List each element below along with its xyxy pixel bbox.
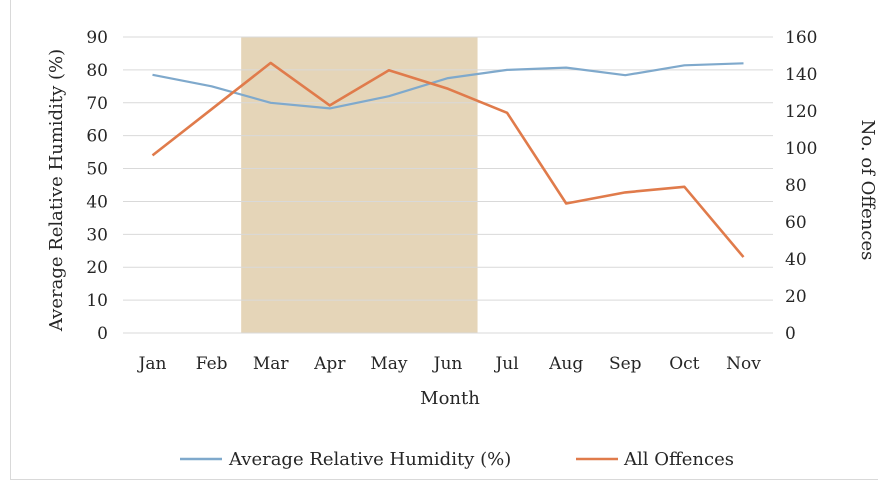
x-tick-label: Jul <box>493 354 518 374</box>
x-tick-label: Feb <box>196 354 228 374</box>
right-tick-label: 20 <box>785 287 807 307</box>
left-tick-label: 80 <box>86 61 108 81</box>
highlight-region-layer <box>241 37 478 333</box>
series-lines <box>151 61 745 258</box>
x-tick-label: Aug <box>548 354 583 374</box>
left-tick-label: 60 <box>86 127 108 147</box>
left-axis-title: Average Relative Humidity (%) <box>46 49 67 332</box>
left-tick-label: 20 <box>86 258 108 278</box>
right-tick-label: 0 <box>785 324 796 344</box>
x-tick-label: Oct <box>669 354 699 374</box>
right-axis-ticks: 0 20 40 60 80 100 120 140 160 <box>785 28 817 344</box>
right-tick-label: 60 <box>785 213 807 233</box>
right-tick-label: 40 <box>785 250 807 270</box>
left-tick-label: 30 <box>86 225 108 245</box>
chart-frame <box>10 0 878 480</box>
series-line-offences <box>151 61 745 258</box>
x-tick-label: Sep <box>609 354 642 374</box>
x-tick-label: Jun <box>432 354 463 374</box>
series-line-humidity <box>152 62 744 110</box>
right-tick-label: 100 <box>785 139 817 159</box>
left-tick-label: 40 <box>86 192 108 212</box>
left-tick-label: 50 <box>86 160 108 180</box>
x-axis-title: Month <box>420 388 480 409</box>
right-tick-label: 80 <box>785 176 807 196</box>
left-tick-label: 90 <box>86 28 108 48</box>
right-tick-label: 140 <box>785 65 817 85</box>
left-tick-label: 70 <box>86 94 108 114</box>
x-tick-label: Mar <box>253 354 290 374</box>
right-axis-title: No. of Offences <box>857 120 878 261</box>
x-tick-label: Jan <box>137 354 167 374</box>
left-tick-label: 0 <box>97 324 108 344</box>
x-tick-label: Nov <box>726 354 761 374</box>
x-tick-label: May <box>370 354 408 374</box>
legend-label-humidity: Average Relative Humidity (%) <box>228 449 511 470</box>
legend: Average Relative Humidity (%) All Offenc… <box>180 449 734 470</box>
left-tick-label: 10 <box>86 291 108 311</box>
highlight-region <box>241 37 478 333</box>
right-tick-label: 120 <box>785 102 817 122</box>
x-axis-ticks: Jan Feb Mar Apr May Jun Jul Aug Sep Oct Nov <box>137 354 762 374</box>
x-tick-label: Apr <box>313 354 346 374</box>
gridlines <box>123 36 773 334</box>
left-axis-ticks: 0 10 20 30 40 50 60 70 80 90 <box>86 28 108 344</box>
legend-label-offences: All Offences <box>623 449 734 470</box>
right-tick-label: 160 <box>785 28 817 48</box>
